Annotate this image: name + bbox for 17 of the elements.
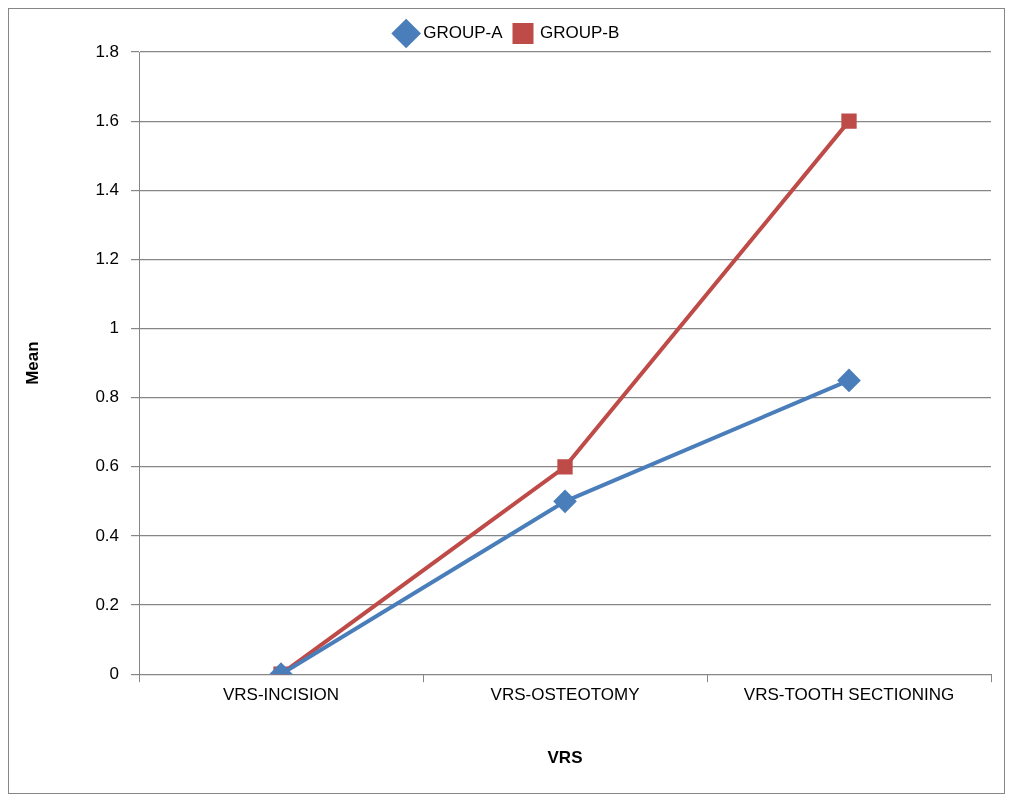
y-tick-label: 0.8 [95, 387, 120, 407]
x-tick-label: VRS-OSTEOTOMY [490, 685, 640, 705]
legend-label: GROUP-A [423, 23, 504, 43]
y-axis-title: Mean [22, 341, 42, 385]
y-tick-label: 1.6 [95, 110, 120, 130]
y-tick-label: 1.2 [95, 249, 120, 269]
x-tick-label: VRS-INCISION [222, 685, 340, 705]
y-tick-label: 1.4 [95, 179, 120, 199]
y-tick-label: 0.4 [95, 525, 120, 545]
y-tick-label: 0 [109, 663, 120, 683]
y-tick-label: 1.8 [95, 41, 120, 61]
y-tick-label: 0.6 [95, 456, 120, 476]
y-tick-label: 0.2 [95, 594, 120, 614]
legend-label: GROUP-B [540, 23, 620, 43]
x-axis-title: VRS [547, 748, 583, 768]
y-tick-label: 1 [109, 318, 120, 338]
x-tick-label: VRS-TOOTH SECTIONING [743, 685, 955, 705]
